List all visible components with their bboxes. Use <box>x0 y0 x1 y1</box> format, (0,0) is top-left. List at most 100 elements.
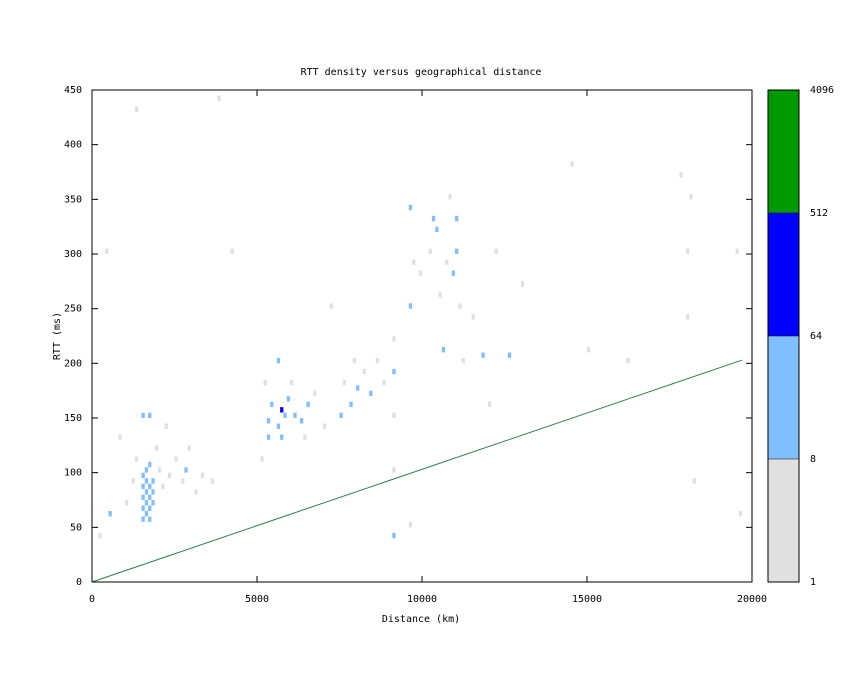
density-cell <box>329 303 333 309</box>
x-tick-label: 0 <box>89 594 95 605</box>
density-cell <box>118 434 122 440</box>
density-cell <box>280 434 284 440</box>
density-cell <box>458 303 462 309</box>
density-cell <box>356 385 360 391</box>
colorbar-tick-label: 4096 <box>810 85 834 96</box>
density-cell <box>217 95 221 101</box>
y-tick-label: 250 <box>64 304 82 315</box>
density-cell <box>141 505 145 511</box>
colorbar-tick-label: 64 <box>810 331 822 342</box>
density-cell <box>299 418 304 424</box>
density-cell <box>587 347 591 353</box>
y-tick-label: 150 <box>64 413 82 424</box>
density-cell <box>408 303 413 309</box>
density-cell <box>494 248 498 254</box>
density-cell <box>131 478 135 484</box>
density-cell <box>105 248 109 254</box>
density-cell <box>692 478 696 484</box>
plot-frame <box>91 89 753 583</box>
density-cell <box>148 461 152 468</box>
density-cell <box>134 456 139 462</box>
x-axis-label: Distance (km) <box>382 614 460 625</box>
colorbar-band <box>768 336 799 459</box>
density-cell <box>352 357 356 364</box>
density-cell <box>98 532 102 539</box>
density-cell <box>148 494 152 500</box>
y-tick-label: 450 <box>64 85 82 96</box>
y-tick-label: 350 <box>64 194 82 205</box>
density-cell <box>313 390 317 397</box>
x-tick-label: 15000 <box>572 594 602 605</box>
density-cell <box>369 390 373 397</box>
colorbar-band <box>768 459 799 582</box>
density-cell <box>194 489 198 495</box>
density-cell <box>148 505 152 511</box>
density-cell <box>144 489 149 495</box>
density-cell <box>570 161 574 167</box>
y-tick-label: 400 <box>64 140 82 151</box>
x-tick-label: 20000 <box>737 594 767 605</box>
bound-line <box>91 359 743 583</box>
density-cell <box>481 352 485 358</box>
density-cell <box>290 379 294 386</box>
density-cell <box>626 357 630 364</box>
density-cell <box>382 379 386 386</box>
density-cell <box>435 226 439 233</box>
density-cell <box>210 478 215 484</box>
density-cell <box>392 336 396 342</box>
density-cell <box>738 511 743 517</box>
density-cell <box>154 445 158 451</box>
density-cell <box>108 511 112 517</box>
density-cell <box>181 478 185 484</box>
density-cell <box>141 412 145 418</box>
x-tick-label: 10000 <box>407 594 437 605</box>
density-cell <box>141 494 145 500</box>
density-cell <box>686 248 690 254</box>
density-cell <box>144 500 149 506</box>
density-cell <box>342 379 347 386</box>
density-cell <box>455 248 459 254</box>
density-cell <box>392 467 396 473</box>
density-cell <box>471 314 475 320</box>
density-cell <box>134 106 139 112</box>
density-cell <box>167 472 172 479</box>
density-cell <box>266 434 271 440</box>
density-cell <box>431 215 436 222</box>
density-cell <box>428 248 432 254</box>
density-cell <box>280 407 284 413</box>
density-cell <box>187 445 191 451</box>
density-cell <box>303 434 307 440</box>
density-cell <box>151 489 155 495</box>
density-cell <box>686 314 690 320</box>
density-cell <box>230 248 234 254</box>
density-cell <box>461 357 465 364</box>
colorbar-tick-label: 512 <box>810 208 828 219</box>
y-tick-label: 100 <box>64 468 82 479</box>
density-cell <box>164 423 168 429</box>
density-cell <box>125 500 129 506</box>
density-cell <box>144 478 149 484</box>
density-cell <box>144 511 149 517</box>
density-cell <box>323 423 327 429</box>
colorbar-tick-label: 1 <box>810 577 816 588</box>
density-cell <box>375 357 380 364</box>
y-tick-label: 300 <box>64 249 82 260</box>
density-cell <box>276 423 281 429</box>
density-cell <box>161 483 165 490</box>
density-cell <box>507 352 512 358</box>
density-cell <box>448 193 452 200</box>
colorbar-band <box>768 90 799 213</box>
density-cell <box>735 248 739 254</box>
y-tick-label: 50 <box>70 522 82 533</box>
density-cell <box>151 478 155 484</box>
density-cell <box>521 281 525 287</box>
y-tick-label: 0 <box>76 577 82 588</box>
density-cell <box>689 193 693 200</box>
density-cell <box>158 467 162 473</box>
density-cell <box>184 467 188 473</box>
y-axis-label: RTT (ms) <box>52 312 63 360</box>
density-cell <box>276 357 281 364</box>
colorbar-band <box>768 213 799 336</box>
density-cell <box>339 412 343 418</box>
